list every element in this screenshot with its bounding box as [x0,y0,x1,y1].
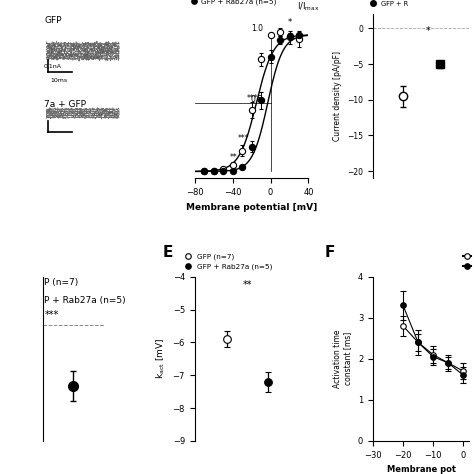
Text: *: * [426,26,431,36]
X-axis label: Membrane potential [mV]: Membrane potential [mV] [186,202,317,211]
Text: F: F [325,245,335,260]
Legend: GFP( n=7), GFP + Rab27a (n=5): GFP( n=7), GFP + Rab27a (n=5) [189,0,276,5]
Y-axis label: k$_{\mathregular{act}}$ [mV]: k$_{\mathregular{act}}$ [mV] [155,338,167,380]
Legend: GFP (n=7), GFP + Rab27a (n=5): GFP (n=7), GFP + Rab27a (n=5) [181,251,275,273]
Legend: GFP( n=5), GFP + Rab2: GFP( n=5), GFP + Rab2 [460,251,474,272]
Y-axis label: Activation time
constant [ms]: Activation time constant [ms] [333,329,352,388]
Y-axis label: Current density [pA/pF]: Current density [pA/pF] [333,51,342,141]
Text: P (n=7): P (n=7) [45,278,79,287]
Text: ***: *** [237,134,249,143]
Text: 1.0: 1.0 [251,24,263,33]
Text: I/I$_{\mathregular{max}}$: I/I$_{\mathregular{max}}$ [297,0,319,13]
Text: E: E [163,245,173,260]
Text: 0.5: 0.5 [251,95,263,104]
Text: 10ms: 10ms [50,78,67,83]
Text: 0.1nA: 0.1nA [44,64,62,69]
Text: ***: *** [247,94,258,103]
Text: *: * [287,18,292,27]
X-axis label: Membrane pot: Membrane pot [387,465,456,474]
Text: GFP: GFP [45,16,62,25]
Text: **: ** [230,153,237,162]
Legend: GFP (n=, GFP + R: GFP (n=, GFP + R [367,0,411,9]
Text: P + Rab27a (n=5): P + Rab27a (n=5) [45,296,126,305]
Text: ***: *** [45,310,59,320]
Text: **: ** [243,280,252,290]
Text: 7a + GFP: 7a + GFP [45,100,86,109]
